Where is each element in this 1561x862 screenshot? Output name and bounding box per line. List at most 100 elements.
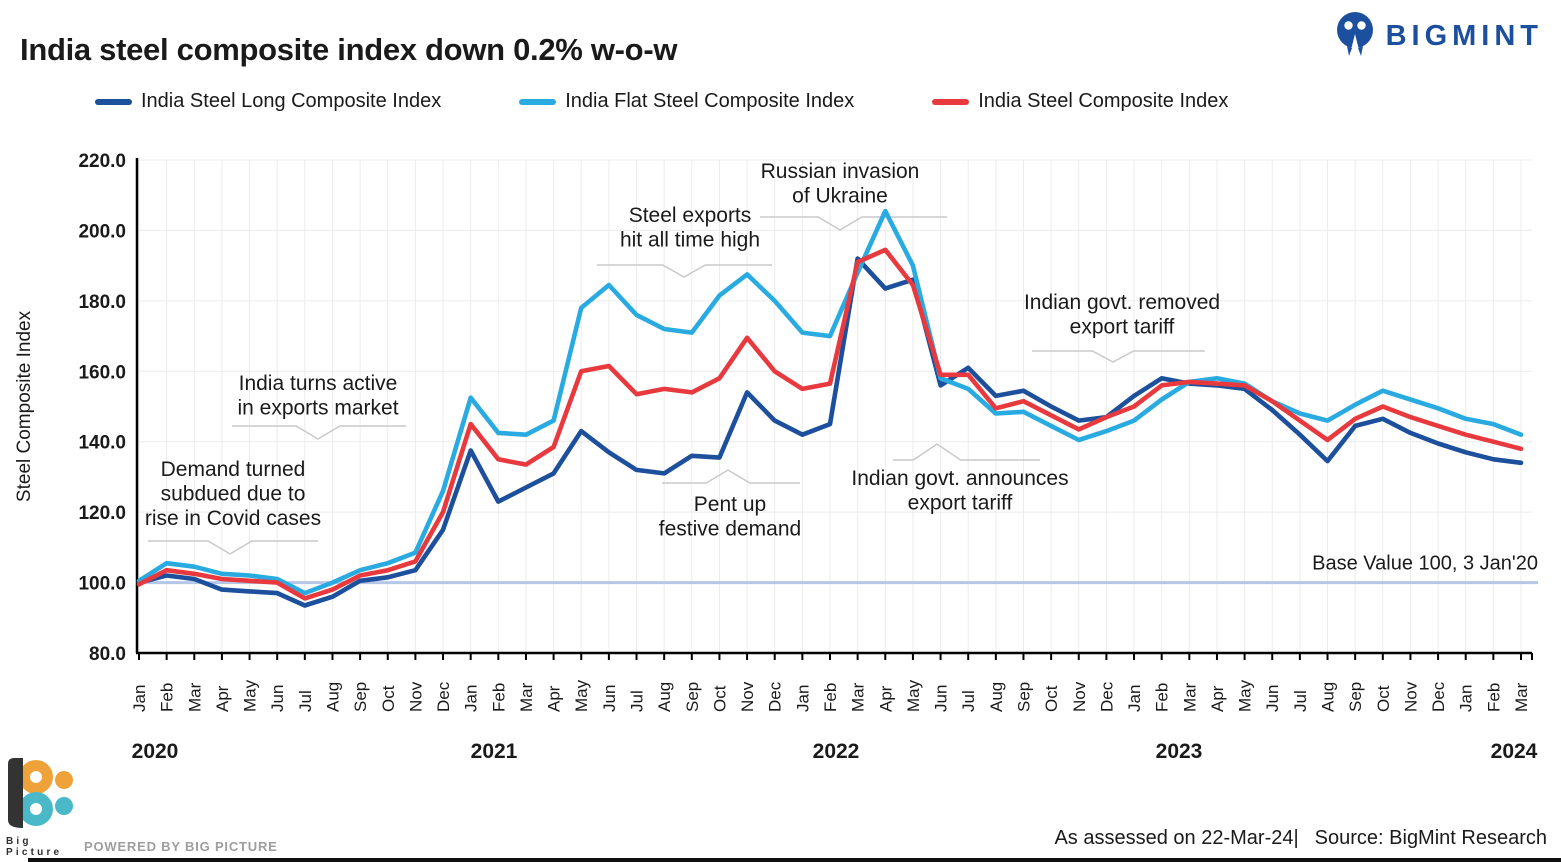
x-axis-month-label: Dec	[1097, 681, 1116, 712]
x-axis-month-label: Jan	[793, 685, 812, 712]
x-axis-year-label: 2024	[1491, 740, 1538, 763]
annotation-text-russia-ukraine: of Ukraine	[792, 185, 888, 208]
annotation-text-festive-demand: Pent up	[694, 493, 766, 516]
x-axis-year-label: 2022	[813, 740, 860, 763]
legend-item-long: India Steel Long Composite Index	[95, 90, 441, 113]
annotation-text-removed-tariff: Indian govt. removed	[1024, 291, 1220, 314]
annotation-text-removed-tariff: export tariff	[1070, 316, 1175, 339]
x-axis-month-label: Nov	[1070, 681, 1089, 712]
x-axis-month-label: Jul	[628, 690, 647, 712]
x-axis-month-label: Feb	[1153, 683, 1172, 712]
x-axis-month-label: Mar	[517, 682, 536, 712]
bottom-border-bar	[28, 858, 1561, 862]
x-axis-month-label: Mar	[185, 682, 204, 712]
x-axis-month-label: Oct	[379, 685, 398, 712]
annotation-text-steel-exports-high: Steel exports	[629, 204, 752, 227]
x-axis-month-label: May	[241, 679, 260, 712]
x-axis-month-label: Sep	[683, 682, 702, 712]
series-line-india-flat-steel-composite-index	[136, 208, 1524, 596]
x-axis-month-label: May	[572, 679, 591, 712]
y-axis-tick-label: 220.0	[78, 151, 126, 172]
y-axis-tick-label: 160.0	[78, 362, 126, 383]
x-axis-month-label: Nov	[738, 681, 757, 712]
annotation-text-covid-demand: rise in Covid cases	[145, 507, 321, 530]
x-axis-month-label: Feb	[158, 683, 177, 712]
x-axis-year-label: 2020	[132, 740, 179, 763]
legend-label-composite: India Steel Composite Index	[978, 90, 1229, 112]
bigmint-logo-icon	[1336, 12, 1373, 56]
legend-swatch-long	[95, 98, 132, 105]
big-picture-logo-text: Big Picture	[6, 836, 63, 858]
x-axis-month-label: Oct	[710, 685, 729, 712]
x-axis-month-label: Jul	[1291, 690, 1310, 712]
annotation-text-covid-demand: subdued due to	[161, 483, 306, 506]
legend-label-flat: India Flat Steel Composite Index	[565, 90, 855, 112]
annotation-callout-russia-ukraine	[760, 216, 947, 231]
legend-item-flat: India Flat Steel Composite Index	[519, 90, 854, 113]
x-axis-month-label: Apr	[545, 685, 564, 712]
x-axis-month-label: Aug	[655, 682, 674, 712]
annotation-callout-steel-exports-high	[597, 264, 772, 278]
legend-item-composite: India Steel Composite Index	[932, 90, 1228, 113]
base-value-label: Base Value 100, 3 Jan'20	[1312, 553, 1538, 575]
annotation-text-russia-ukraine: Russian invasion	[761, 160, 920, 183]
x-axis-month-label: Jul	[959, 690, 978, 712]
annotation-callout-removed-tariff	[1032, 350, 1205, 363]
chart-legend: India Steel Long Composite Index India F…	[95, 90, 1228, 113]
powered-by-label: POWERED BY BIG PICTURE	[84, 839, 278, 854]
x-axis-month-label: Jan	[462, 685, 481, 712]
annotation-callout-festive-demand	[662, 469, 800, 484]
page-title: India steel composite index down 0.2% w-…	[20, 32, 678, 67]
y-axis-tick-label: 120.0	[78, 503, 126, 524]
annotation-text-announce-tariff: Indian govt. announces	[851, 467, 1068, 490]
x-axis-month-label: Nov	[1401, 681, 1420, 712]
x-axis-month-label: Jun	[932, 685, 951, 712]
x-axis-month-label: Aug	[987, 682, 1006, 712]
footer-note: As assessed on 22-Mar-24| Source: BigMin…	[1054, 827, 1547, 850]
y-axis-tick-label: 140.0	[78, 433, 126, 454]
x-axis-month-label: Jul	[296, 690, 315, 712]
x-axis-month-label: Oct	[1374, 685, 1393, 712]
x-axis-month-label: Feb	[1484, 683, 1503, 712]
x-axis-month-label: Apr	[876, 685, 895, 712]
y-axis-tick-label: 180.0	[78, 292, 126, 313]
y-axis-title: Steel Composite Index	[14, 310, 35, 502]
x-axis-month-label: May	[904, 679, 923, 712]
annotation-text-steel-exports-high: hit all time high	[620, 229, 760, 252]
x-axis-month-label: Sep	[351, 682, 370, 712]
x-axis-month-label: Mar	[849, 682, 868, 712]
x-axis-month-label: Nov	[406, 681, 425, 712]
annotation-text-covid-demand: Demand turned	[161, 458, 306, 481]
y-axis-tick-label: 200.0	[78, 221, 126, 242]
assessed-date-label: As assessed on 22-Mar-24|	[1054, 827, 1299, 849]
x-axis-month-label: Dec	[434, 681, 453, 712]
bigmint-logo-text: BIGMINT	[1385, 19, 1543, 52]
x-axis-month-label: Mar	[1180, 682, 1199, 712]
annotation-callout-announce-tariff	[893, 443, 1040, 461]
y-axis-tick-label: 80.0	[89, 644, 126, 665]
x-axis-month-label: Sep	[1014, 682, 1033, 712]
source-label: Source: BigMint Research	[1314, 827, 1547, 849]
x-axis-month-label: Sep	[1346, 682, 1365, 712]
x-axis-month-label: Apr	[213, 685, 232, 712]
x-axis-month-label: Dec	[766, 681, 785, 712]
x-axis-month-label: Aug	[1319, 682, 1338, 712]
x-axis-month-label: Aug	[323, 682, 342, 712]
series-line-india-steel-long-composite-index	[136, 256, 1524, 608]
legend-swatch-flat	[519, 98, 557, 105]
big-picture-logo: Big Picture	[6, 758, 82, 858]
legend-label-long: India Steel Long Composite Index	[141, 90, 442, 112]
x-axis-year-label: 2021	[471, 740, 518, 763]
annotation-callout-covid-demand	[148, 540, 318, 555]
x-axis-month-label: Feb	[489, 683, 508, 712]
legend-swatch-composite	[932, 98, 970, 105]
annotation-text-exports-active: India turns active	[239, 372, 398, 395]
x-axis-month-label: Jun	[600, 685, 619, 712]
annotation-text-exports-active: in exports market	[237, 397, 398, 420]
x-axis-month-label: Mar	[1512, 682, 1531, 712]
big-picture-logo-icon	[8, 758, 73, 828]
x-axis-month-label: Jan	[130, 685, 149, 712]
annotation-callout-exports-active	[232, 425, 406, 440]
